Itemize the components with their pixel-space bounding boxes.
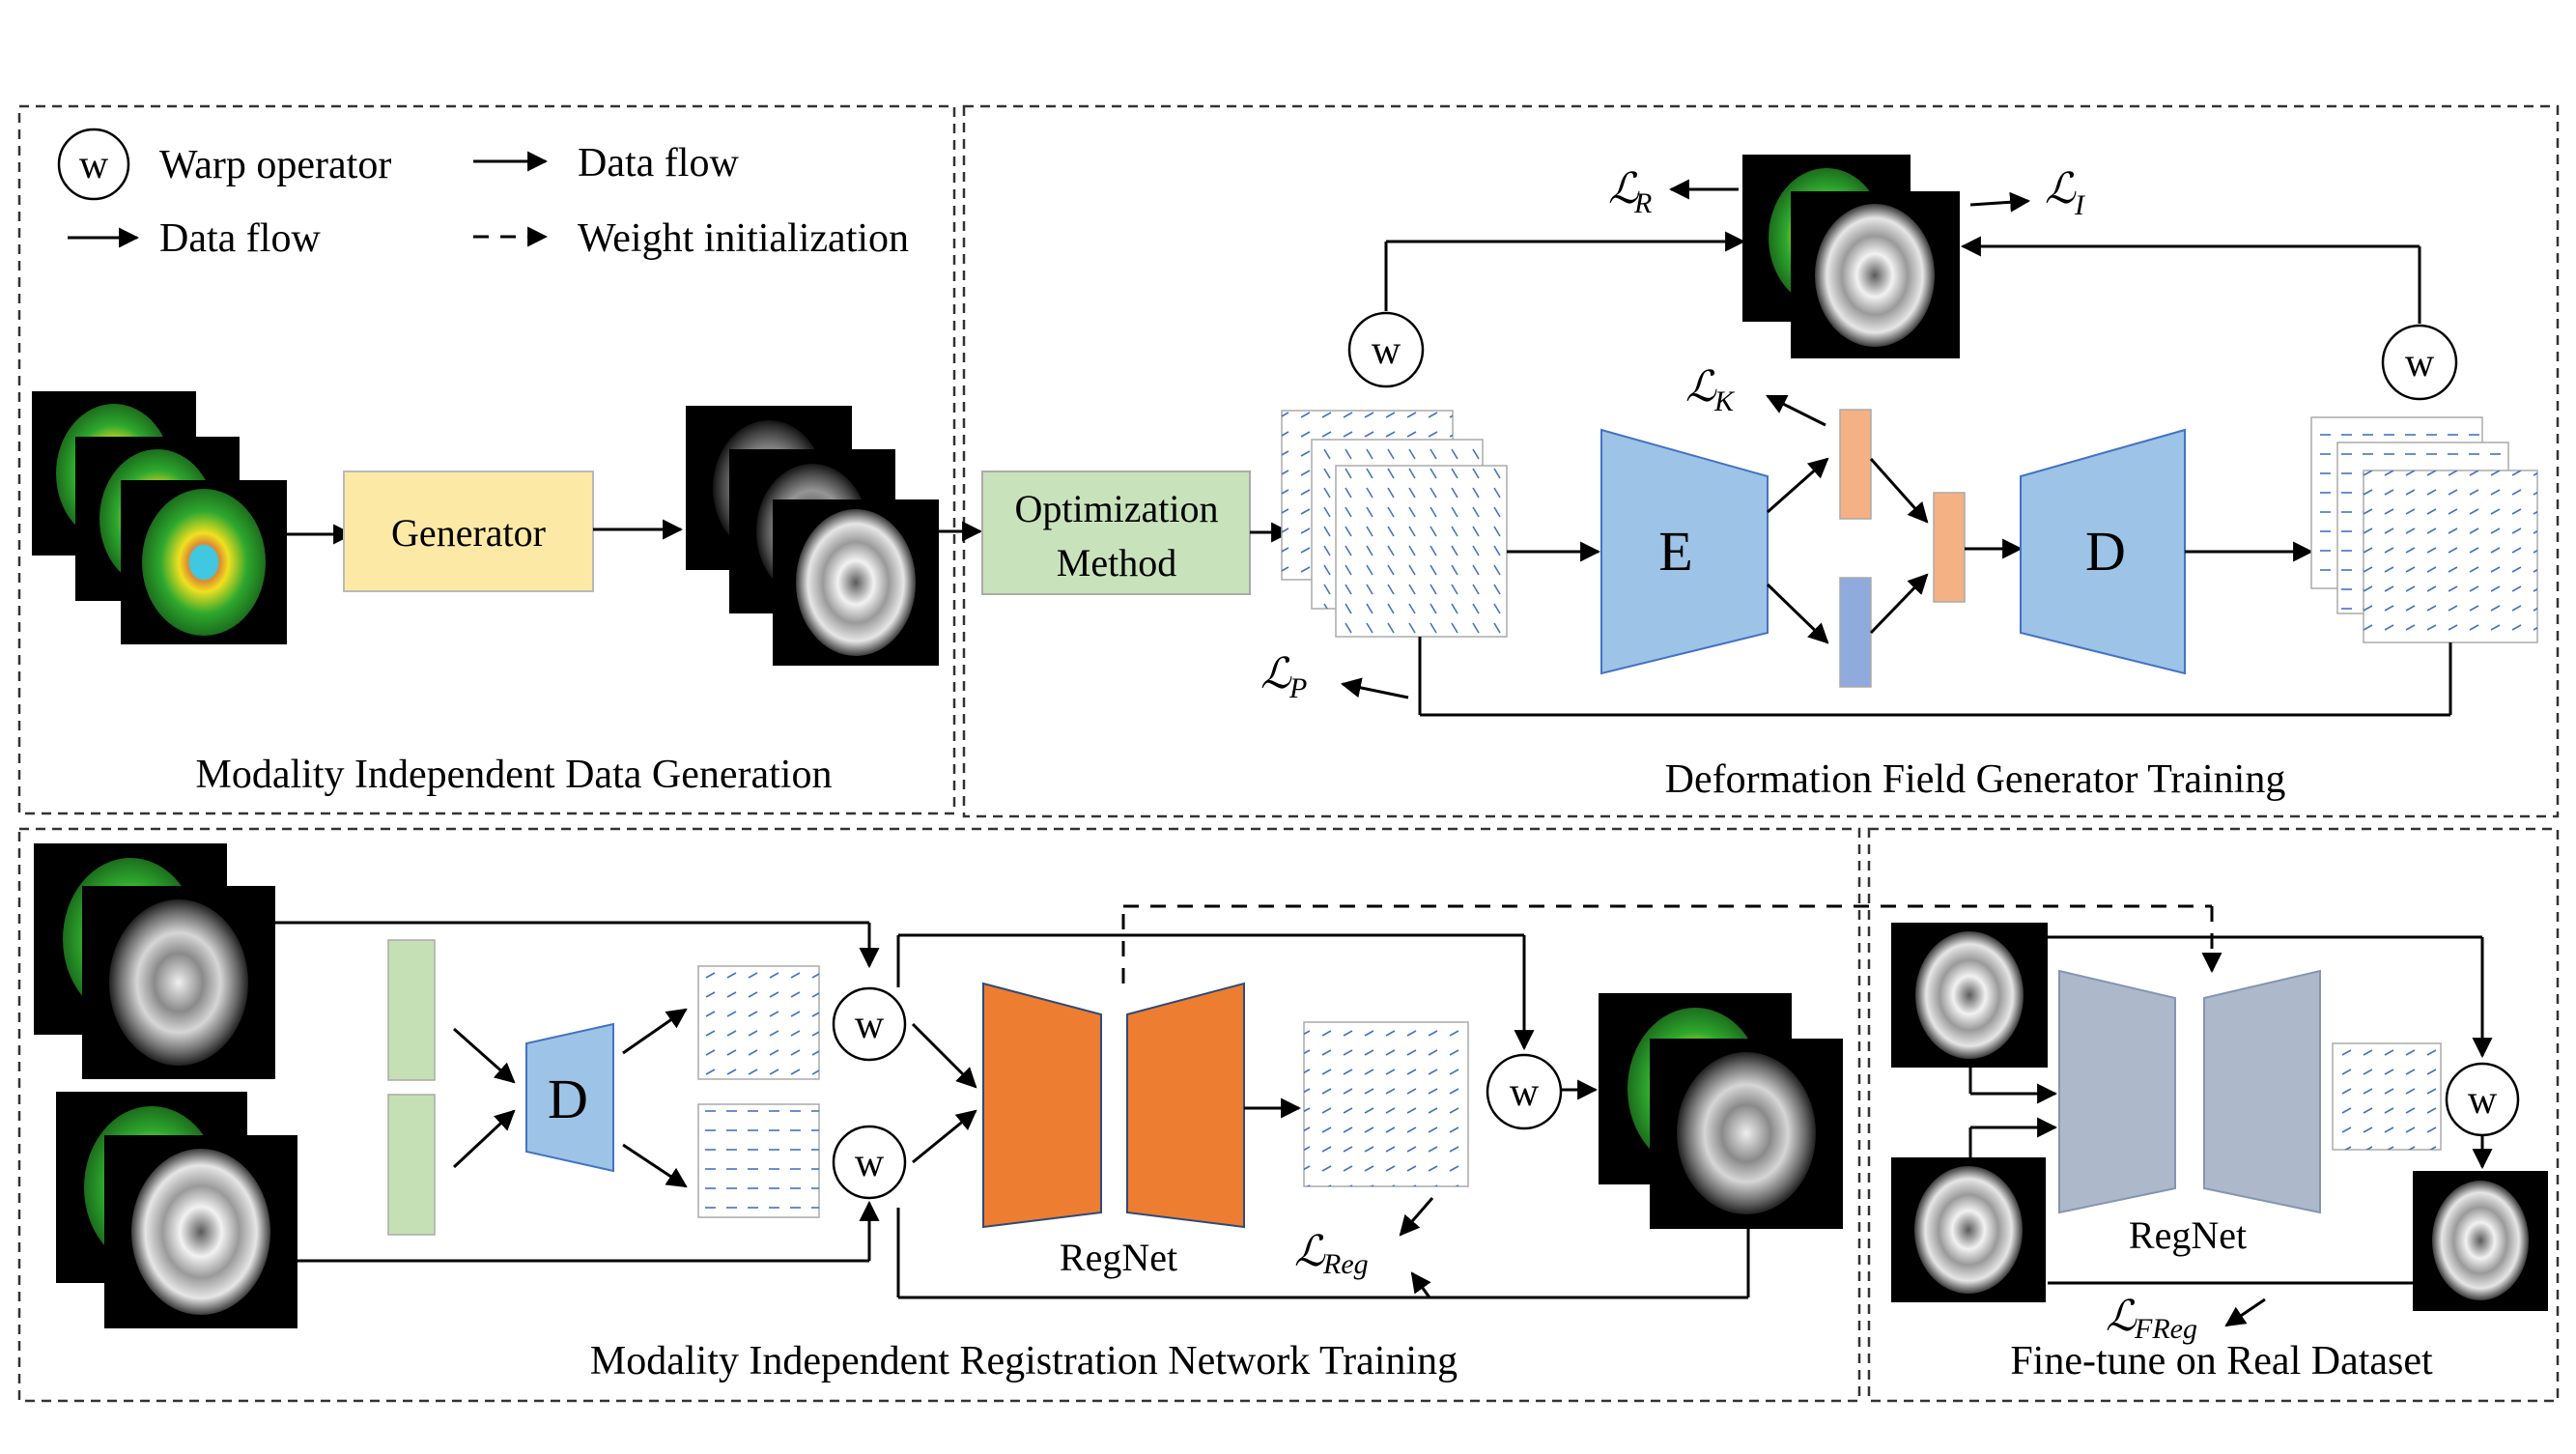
warp-legend-symbol: w: [79, 143, 109, 187]
warp-symbol-5: w: [1510, 1070, 1540, 1115]
warp-symbol-2: w: [2405, 341, 2435, 385]
loss-k-subscript: K: [1713, 385, 1736, 417]
panel-data-generation: [17, 104, 956, 815]
registered-image-stack: [1599, 993, 1843, 1229]
regnet-finetune-encoder: [2058, 969, 2176, 1214]
encoder-block: [1600, 428, 1769, 675]
synthetic-mri-stack: [686, 406, 939, 666]
legend-data-flow-2: Data flow: [578, 141, 739, 185]
segmentation-stack: [32, 391, 287, 644]
panel-title-deformation-training: Deformation Field Generator Training: [1665, 757, 2286, 802]
warp-operator-icon-3: [832, 986, 907, 1062]
loss-r-subscript: R: [1633, 187, 1652, 219]
pretrained-decoder-label: D: [548, 1068, 588, 1130]
warp-operator-icon-2: [2381, 324, 2458, 401]
regnet-encoder-block: [982, 982, 1102, 1229]
latent-variance-block: [1839, 577, 1872, 688]
panel-title-data-generation: Modality Independent Data Generation: [196, 753, 833, 797]
legend-warp-label: Warp operator: [159, 143, 391, 187]
decoder-block: [2020, 428, 2186, 675]
regnet-decoder-block: [1126, 982, 1245, 1229]
loss-i-subscript: I: [2074, 189, 2086, 221]
warp-symbol-6: w: [2468, 1078, 2498, 1123]
latent-code-block-2: [387, 1094, 436, 1236]
optimization-label-2: Method: [1057, 541, 1176, 584]
warp-symbol-3: w: [855, 1003, 885, 1047]
loss-p-symbol: ℒ: [1260, 650, 1292, 698]
panel-registration-training: [17, 827, 1861, 1403]
legend-weight-init: Weight initialization: [578, 216, 909, 261]
warp-legend-icon: [57, 128, 130, 201]
loss-p-subscript: P: [1288, 672, 1307, 704]
reconstruction-image-stack: [1742, 155, 1960, 358]
regnet-finetune-decoder: [2203, 969, 2321, 1214]
deformation-field-stack-output: [2310, 416, 2538, 643]
regnet-label: RegNet: [1060, 1236, 1177, 1279]
panel-deformation-training: [962, 104, 2560, 818]
warp-operator-icon-4: [832, 1125, 907, 1200]
regnet-finetune-label: RegNet: [2129, 1213, 2247, 1257]
warp-symbol: w: [1372, 328, 1401, 373]
loss-reg-symbol: ℒ: [1294, 1228, 1326, 1275]
legend-data-flow-1: Data flow: [159, 216, 321, 261]
pretrained-decoder-block: [525, 1022, 614, 1173]
latent-mean-block: [1839, 409, 1872, 520]
warp-symbol-4: w: [855, 1141, 885, 1185]
fixed-image-stack: [56, 1092, 297, 1328]
panel-title-registration-training: Modality Independent Registration Networ…: [590, 1339, 1458, 1383]
loss-i-symbol: ℒ: [2045, 165, 2077, 213]
loss-reg-subscript: Reg: [1322, 1248, 1369, 1280]
generator-block: [343, 470, 594, 592]
loss-freg-subscript: FReg: [2134, 1313, 2197, 1345]
encoder-label: E: [1658, 520, 1692, 583]
latent-sample-block: [1933, 492, 1966, 603]
panel-finetune: [1867, 827, 2560, 1403]
latent-code-block-1: [387, 939, 436, 1081]
moving-image-stack: [34, 843, 275, 1079]
legend: w Warp operator Data flow Data flow Weig…: [57, 128, 909, 261]
decoder-label: D: [2085, 520, 2126, 583]
loss-k-symbol: ℒ: [1685, 363, 1717, 411]
generator-label: Generator: [391, 511, 546, 555]
loss-freg-symbol: ℒ: [2106, 1293, 2137, 1340]
panel-title-finetune: Fine-tune on Real Dataset: [2010, 1339, 2433, 1383]
warp-operator-icon: [1347, 311, 1425, 388]
warp-operator-icon-5: [1486, 1053, 1563, 1130]
optimization-label-1: Optimization: [1014, 487, 1218, 530]
deformation-field-stack-input: [1281, 410, 1508, 638]
loss-r-symbol: ℒ: [1608, 165, 1640, 213]
